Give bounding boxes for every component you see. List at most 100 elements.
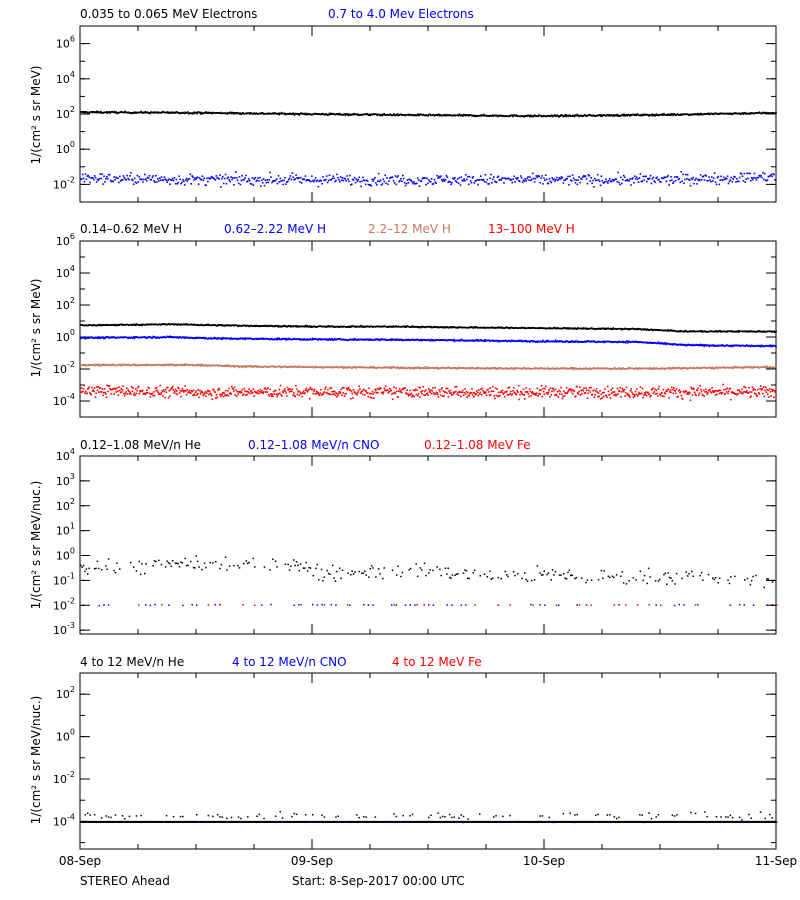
data-point [472, 327, 475, 329]
data-point [216, 325, 218, 327]
data-point [82, 388, 85, 390]
data-point [373, 178, 375, 181]
data-point [472, 176, 475, 178]
data-point [576, 328, 578, 330]
data-point [596, 179, 598, 182]
data-point [448, 180, 450, 183]
data-point [198, 177, 201, 179]
data-point [666, 176, 669, 178]
data-point [117, 394, 120, 396]
data-point [625, 179, 628, 182]
data-point [119, 389, 121, 392]
data-point [655, 177, 657, 179]
data-point [773, 173, 775, 176]
data-point [196, 177, 198, 179]
data-point [612, 115, 614, 117]
data-point [284, 176, 286, 179]
data-point [128, 363, 130, 366]
data-point [501, 177, 503, 179]
data-point [152, 175, 154, 177]
data-point [391, 338, 393, 340]
data-point [238, 366, 240, 369]
data-point [106, 175, 108, 178]
data-point [331, 177, 334, 180]
data-point [714, 367, 716, 370]
data-point [426, 177, 428, 180]
data-point [126, 174, 128, 177]
data-point [768, 175, 771, 177]
data-point [348, 325, 350, 328]
data-point [375, 182, 377, 184]
data-point [741, 367, 744, 370]
data-point [307, 179, 309, 181]
data-point [640, 180, 643, 183]
data-point [718, 183, 721, 186]
data-point [388, 180, 390, 182]
data-point [731, 367, 734, 370]
data-point [314, 177, 317, 179]
data-point [647, 177, 649, 180]
panel-electrons: 0.035 to 0.065 MeV Electrons 0.7 to 4.0 … [29, 7, 777, 203]
data-point [746, 172, 748, 175]
data-point [723, 176, 725, 179]
data-point [255, 365, 257, 367]
data-point [199, 364, 201, 366]
data-point [701, 176, 704, 178]
data-point [643, 179, 645, 181]
data-point [650, 114, 653, 116]
data-point [561, 177, 564, 179]
data-point [210, 175, 213, 178]
data-point [624, 341, 626, 343]
data-point [404, 185, 407, 187]
data-point [655, 113, 658, 115]
data-point [144, 336, 146, 338]
data-point [119, 364, 122, 367]
data-point [99, 386, 102, 389]
legend-label: 13–100 MeV H [488, 222, 575, 236]
data-point [686, 367, 688, 369]
data-point [551, 177, 553, 179]
data-point [603, 181, 605, 184]
data-point [630, 184, 632, 186]
data-point [137, 181, 140, 183]
data-point [639, 173, 642, 175]
data-point [530, 179, 532, 182]
data-point [327, 325, 330, 327]
data-point [476, 340, 479, 342]
data-point [554, 340, 556, 343]
data-point [131, 390, 134, 393]
data-point [549, 115, 552, 118]
data-point [659, 180, 661, 183]
data-point [689, 184, 692, 187]
data-point [369, 114, 372, 117]
data-point [243, 365, 246, 368]
data-point [439, 176, 441, 179]
data-point [706, 179, 708, 182]
data-point [169, 364, 171, 367]
data-point [398, 180, 400, 183]
data-point [161, 179, 164, 181]
data-point [208, 177, 210, 179]
data-point [101, 388, 104, 390]
data-point [302, 178, 305, 180]
data-point [459, 184, 462, 186]
data-point [462, 180, 464, 182]
data-point [249, 182, 252, 185]
data-point [294, 178, 296, 180]
data-point [611, 178, 614, 181]
series-0-14-0-62-mev-h [80, 323, 777, 333]
data-point [585, 327, 587, 329]
data-point [749, 365, 752, 368]
data-point [226, 365, 229, 367]
data-point [415, 183, 417, 185]
data-point [588, 368, 590, 370]
data-point [478, 179, 480, 181]
data-point [290, 178, 293, 181]
data-point [296, 325, 299, 327]
data-point [353, 176, 356, 179]
data-point [287, 178, 290, 181]
data-point [343, 177, 346, 180]
data-point [336, 173, 338, 176]
data-point [713, 172, 716, 174]
data-point [556, 114, 559, 117]
